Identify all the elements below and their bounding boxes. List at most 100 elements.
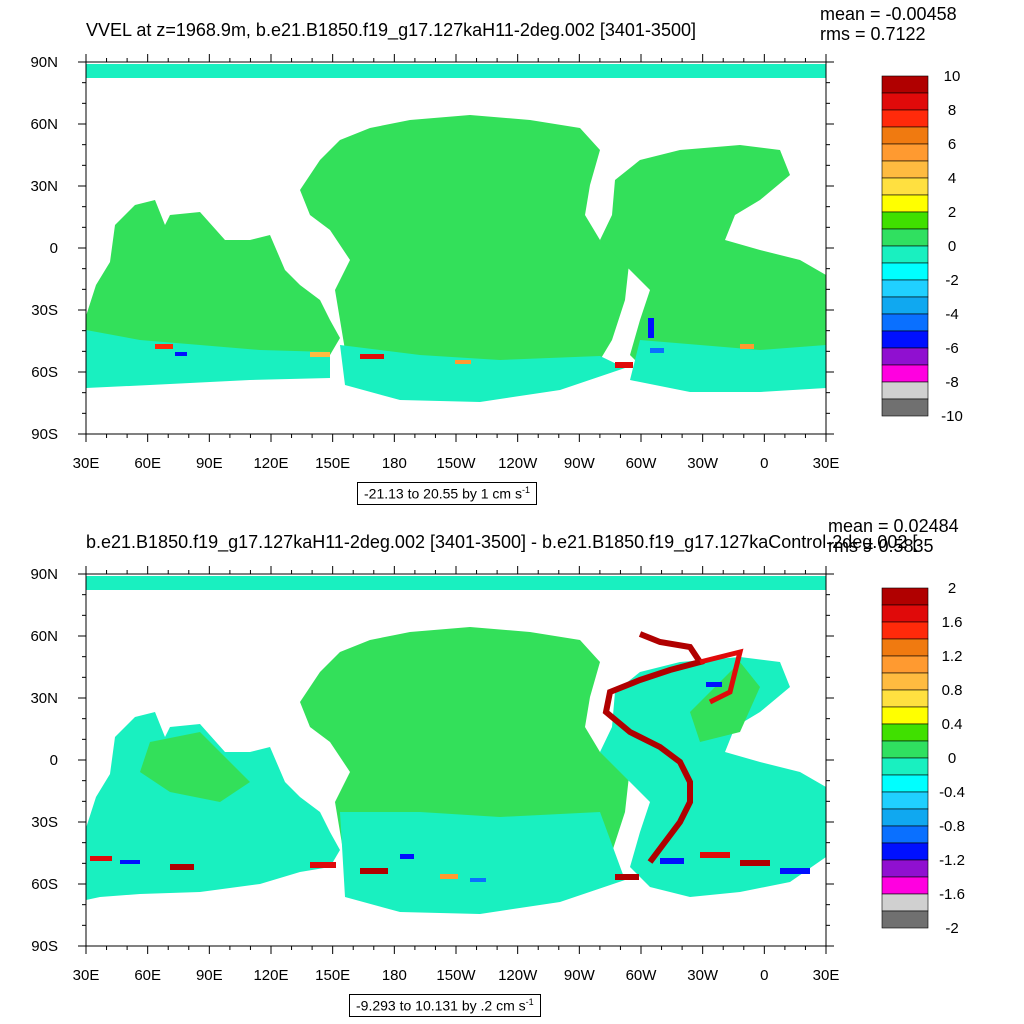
bottom-current-mark	[360, 868, 388, 874]
bottom-current-mark	[470, 878, 486, 882]
y-tick-label: 60S	[31, 364, 58, 381]
top-axes: 30E 60E 90E 120E 150E 180 150W 120W 90W 60W 30W 0 30…	[30, 54, 839, 472]
colorbar-swatch	[881, 296, 929, 315]
colorbar-swatch	[881, 774, 929, 793]
x-tick-label: 120E	[253, 967, 288, 984]
top-southern-pacific-band	[340, 345, 625, 402]
colorbar-swatch	[881, 791, 929, 810]
colorbar-swatch	[881, 347, 929, 366]
colorbar-swatch	[881, 245, 929, 264]
colorbar-swatch	[881, 228, 929, 247]
x-tick-label: 60E	[134, 455, 161, 472]
x-tick-label: 60W	[626, 455, 658, 472]
colorbar-label: 1.6	[942, 614, 963, 631]
bottom-contour-range-text: -9.293 to 10.131 by .2 cm s	[356, 997, 526, 1014]
colorbar-swatch	[881, 160, 929, 179]
colorbar-swatch	[881, 381, 929, 400]
x-tick-label: 120W	[498, 455, 538, 472]
top-southern-atlantic-band	[630, 340, 826, 392]
colorbar-label: 0.4	[942, 716, 963, 733]
colorbar-swatch	[881, 672, 929, 691]
colorbar-swatch	[881, 859, 929, 878]
bottom-contour-range-unit-exponent: -1	[525, 997, 534, 1007]
bottom-current-mark	[440, 874, 458, 879]
top-plot-title: VVEL at z=1968.9m, b.e21.B1850.f19_g17.1…	[86, 20, 696, 40]
bottom-current-mark	[660, 858, 684, 864]
top-current-mark	[155, 344, 173, 349]
colorbar-label: 2	[948, 580, 956, 597]
bottom-indian-patch	[140, 732, 250, 802]
colorbar-label: 0	[948, 238, 956, 255]
colorbar-swatch	[881, 910, 929, 929]
bottom-current-mark	[310, 862, 336, 868]
x-tick-label: 150W	[436, 967, 476, 984]
colorbar-swatch	[881, 706, 929, 725]
x-tick-label: 0	[760, 967, 768, 984]
bottom-current-marks	[90, 682, 810, 882]
y-tick-label: 0	[50, 752, 58, 769]
top-current-mark	[360, 354, 384, 359]
colorbar-label: -0.4	[939, 784, 965, 801]
bottom-plot-panel: b.e21.B1850.f19_g17.127kaH11-2deg.002 [3…	[0, 512, 1024, 1024]
colorbar-swatch	[881, 109, 929, 128]
x-tick-label: 180	[382, 455, 407, 472]
colorbar-swatch	[881, 842, 929, 861]
y-tick-label: 30S	[31, 302, 58, 319]
colorbar-label: -2	[945, 272, 958, 289]
colorbar-swatch	[881, 364, 929, 383]
colorbar-label: -4	[945, 306, 958, 323]
bottom-current-mark	[780, 868, 810, 874]
top-contour-range-unit-exponent: -1	[521, 485, 530, 495]
colorbar-swatch	[881, 876, 929, 895]
colorbar-label: 1.2	[942, 648, 963, 665]
colorbar-swatch	[881, 194, 929, 213]
colorbar-swatch	[881, 740, 929, 759]
colorbar-swatch	[881, 587, 929, 606]
y-tick-label: 90N	[30, 566, 58, 583]
colorbar-label: -1.2	[939, 852, 965, 869]
x-tick-label: 60W	[626, 967, 658, 984]
colorbar-swatch	[881, 621, 929, 640]
colorbar-label: 2	[948, 204, 956, 221]
colorbar-label: -10	[941, 408, 963, 425]
top-current-mark	[650, 348, 664, 353]
bottom-atlantic-patch	[690, 662, 760, 742]
colorbar-label: 8	[948, 102, 956, 119]
bottom-current-mark	[615, 874, 639, 880]
colorbar-swatch	[881, 638, 929, 657]
top-current-mark	[175, 352, 187, 356]
colorbar-swatch	[881, 604, 929, 623]
y-tick-label: 90N	[30, 54, 58, 71]
colorbar-swatch	[881, 143, 929, 162]
x-tick-label: 90E	[196, 967, 223, 984]
bottom-current-mark	[740, 860, 770, 866]
bottom-rms-stat: rms = 0.5835	[828, 536, 934, 556]
bottom-current-mark	[700, 852, 730, 858]
y-tick-label: 30S	[31, 814, 58, 831]
x-tick-label: 150E	[315, 967, 350, 984]
colorbar-swatch	[881, 126, 929, 145]
top-field-layer	[86, 62, 826, 434]
colorbar-swatch	[881, 723, 929, 742]
bottom-axes: 30E 60E 90E 120E 150E 180 150W 120W 90W 60W 30W 0 30…	[30, 566, 839, 984]
top-pacific-ocean	[300, 115, 630, 380]
top-mean-stat: mean = -0.00458	[820, 4, 957, 24]
bottom-boundary-current-anomaly	[602, 631, 705, 864]
colorbar-swatch	[881, 313, 929, 332]
x-tick-label: 30E	[813, 455, 840, 472]
bottom-current-mark	[120, 860, 140, 864]
bottom-southern-pacific-band	[340, 812, 625, 914]
colorbar-swatch	[881, 398, 929, 417]
colorbar-swatch	[881, 808, 929, 827]
bottom-current-mark	[706, 682, 722, 687]
colorbar-label: 6	[948, 136, 956, 153]
colorbar-label: -8	[945, 374, 958, 391]
y-tick-label: 30N	[30, 178, 58, 195]
top-current-mark	[648, 318, 654, 338]
x-tick-label: 90E	[196, 455, 223, 472]
top-current-mark	[310, 352, 330, 357]
colorbar-label: 10	[944, 68, 961, 85]
top-contour-range-text: -21.13 to 20.55 by 1 cm s	[364, 485, 522, 502]
y-tick-label: 90S	[31, 426, 58, 443]
colorbar-swatch	[881, 92, 929, 111]
